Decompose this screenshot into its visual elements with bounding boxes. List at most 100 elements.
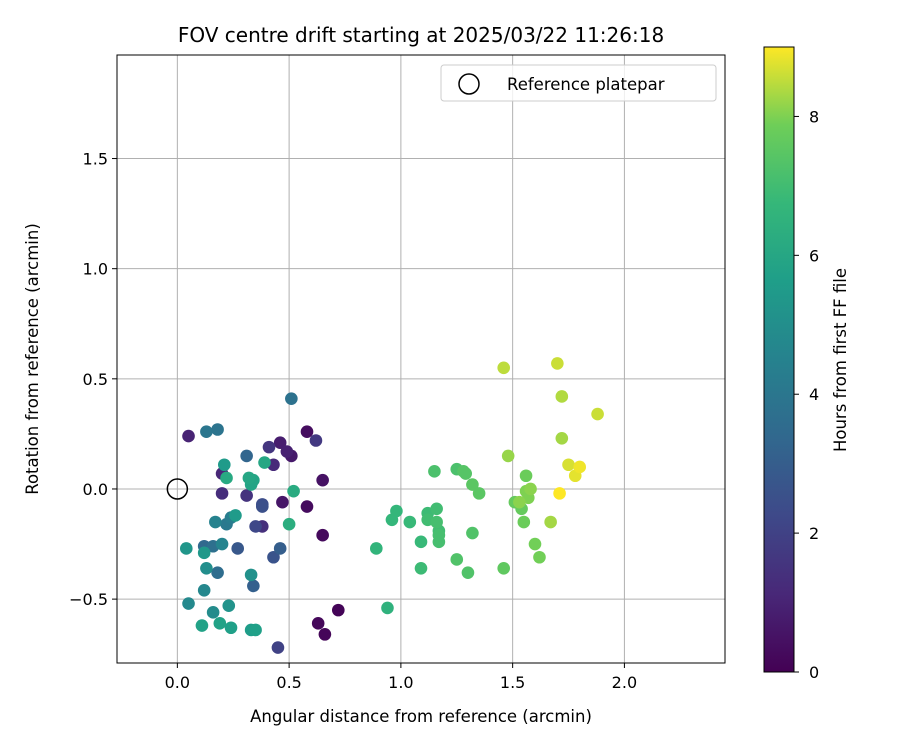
data-point <box>311 617 325 630</box>
y-tick-label: 0.5 <box>83 370 108 389</box>
data-point <box>573 460 587 474</box>
x-tick-label: 0.5 <box>276 673 301 692</box>
data-point <box>244 568 258 582</box>
y-tick-label: 1.0 <box>83 260 108 279</box>
data-point <box>211 423 224 436</box>
data-point <box>497 361 511 375</box>
data-point <box>182 429 195 443</box>
data-point <box>220 471 233 485</box>
y-tick-label: 0.0 <box>83 480 108 499</box>
data-point <box>209 515 222 529</box>
colorbar-tick-label: 0 <box>809 663 819 682</box>
legend-box <box>440 64 717 102</box>
legend: Reference platepar <box>440 64 717 102</box>
y-tick-label: −0.5 <box>69 590 108 609</box>
reference-point <box>166 478 189 500</box>
data-point <box>432 528 446 542</box>
data-point <box>287 484 300 498</box>
data-point <box>517 515 531 529</box>
data-point <box>551 357 564 370</box>
data-point <box>430 515 443 529</box>
data-point <box>369 542 383 555</box>
data-point <box>271 641 285 654</box>
data-point <box>403 515 417 529</box>
data-point <box>519 469 533 483</box>
y-axis-label: Rotation from reference (arcmin) <box>23 223 42 495</box>
data-point <box>390 504 403 518</box>
x-axis-ticks: 0.0 0.5 1.0 1.5 2.0 <box>165 663 637 692</box>
colorbar: 0 2 4 6 8 Hours from first FF file <box>763 46 850 682</box>
data-point <box>247 579 260 593</box>
data-point <box>267 550 280 564</box>
data-point <box>179 542 193 555</box>
legend-reference-marker <box>458 73 480 95</box>
data-point <box>229 509 242 522</box>
reference-marker <box>166 478 189 500</box>
legend-label: Reference platepar <box>507 75 665 94</box>
data-point <box>450 553 464 566</box>
data-point <box>213 617 227 630</box>
y-tick-label: 1.5 <box>83 150 108 169</box>
data-point <box>242 471 256 485</box>
data-point <box>414 535 428 549</box>
data-point <box>466 526 479 540</box>
data-point <box>553 487 566 500</box>
colorbar-tick-label: 2 <box>809 524 819 543</box>
data-point <box>276 495 289 509</box>
data-point <box>255 500 269 513</box>
data-point <box>249 520 262 533</box>
x-tick-label: 1.5 <box>500 673 525 692</box>
colorbar-tick-label: 8 <box>809 107 819 126</box>
data-point <box>273 542 287 555</box>
data-point <box>280 445 294 458</box>
data-point <box>316 528 329 542</box>
data-point <box>282 517 296 531</box>
data-point <box>309 434 323 447</box>
colorbar-ticks: 0 2 4 6 8 <box>794 107 819 682</box>
data-point <box>195 619 209 632</box>
data-point <box>472 487 486 500</box>
data-point <box>533 550 546 564</box>
data-point <box>240 489 253 502</box>
data-point <box>528 537 542 551</box>
data-point <box>414 561 428 575</box>
data-point <box>200 561 213 575</box>
data-point <box>555 432 569 445</box>
data-point <box>316 473 329 487</box>
x-tick-label: 1.0 <box>388 673 413 692</box>
data-point <box>591 407 604 421</box>
data-point <box>273 436 287 450</box>
data-point <box>457 465 470 478</box>
data-point <box>501 449 515 463</box>
data-point <box>300 425 314 438</box>
y-axis-ticks: −0.5 0.0 0.5 1.0 1.5 <box>69 150 117 609</box>
data-point <box>197 584 211 597</box>
data-point <box>211 566 224 579</box>
data-point <box>331 603 345 617</box>
x-tick-label: 0.0 <box>165 673 190 692</box>
data-point <box>222 599 236 613</box>
x-axis-label: Angular distance from reference (arcmin) <box>250 707 592 726</box>
data-point <box>182 597 195 610</box>
data-point <box>562 458 575 472</box>
data-point <box>430 502 443 516</box>
data-point <box>258 456 271 469</box>
data-point <box>461 566 475 579</box>
data-point <box>544 515 557 529</box>
data-point <box>231 542 245 555</box>
data-point <box>318 628 332 641</box>
x-tick-label: 2.0 <box>612 673 637 692</box>
plot-frame <box>116 54 726 664</box>
colorbar-label: Hours from first FF file <box>831 268 850 452</box>
colorbar-tick-label: 4 <box>809 385 819 404</box>
data-point <box>215 537 229 551</box>
colorbar-gradient <box>763 46 795 673</box>
data-point <box>224 621 238 635</box>
chart-title: FOV centre drift starting at 2025/03/22 … <box>178 23 664 47</box>
data-point <box>249 623 262 637</box>
data-point <box>428 465 441 478</box>
data-point <box>240 449 253 463</box>
data-point <box>262 440 276 454</box>
data-point <box>206 606 220 619</box>
